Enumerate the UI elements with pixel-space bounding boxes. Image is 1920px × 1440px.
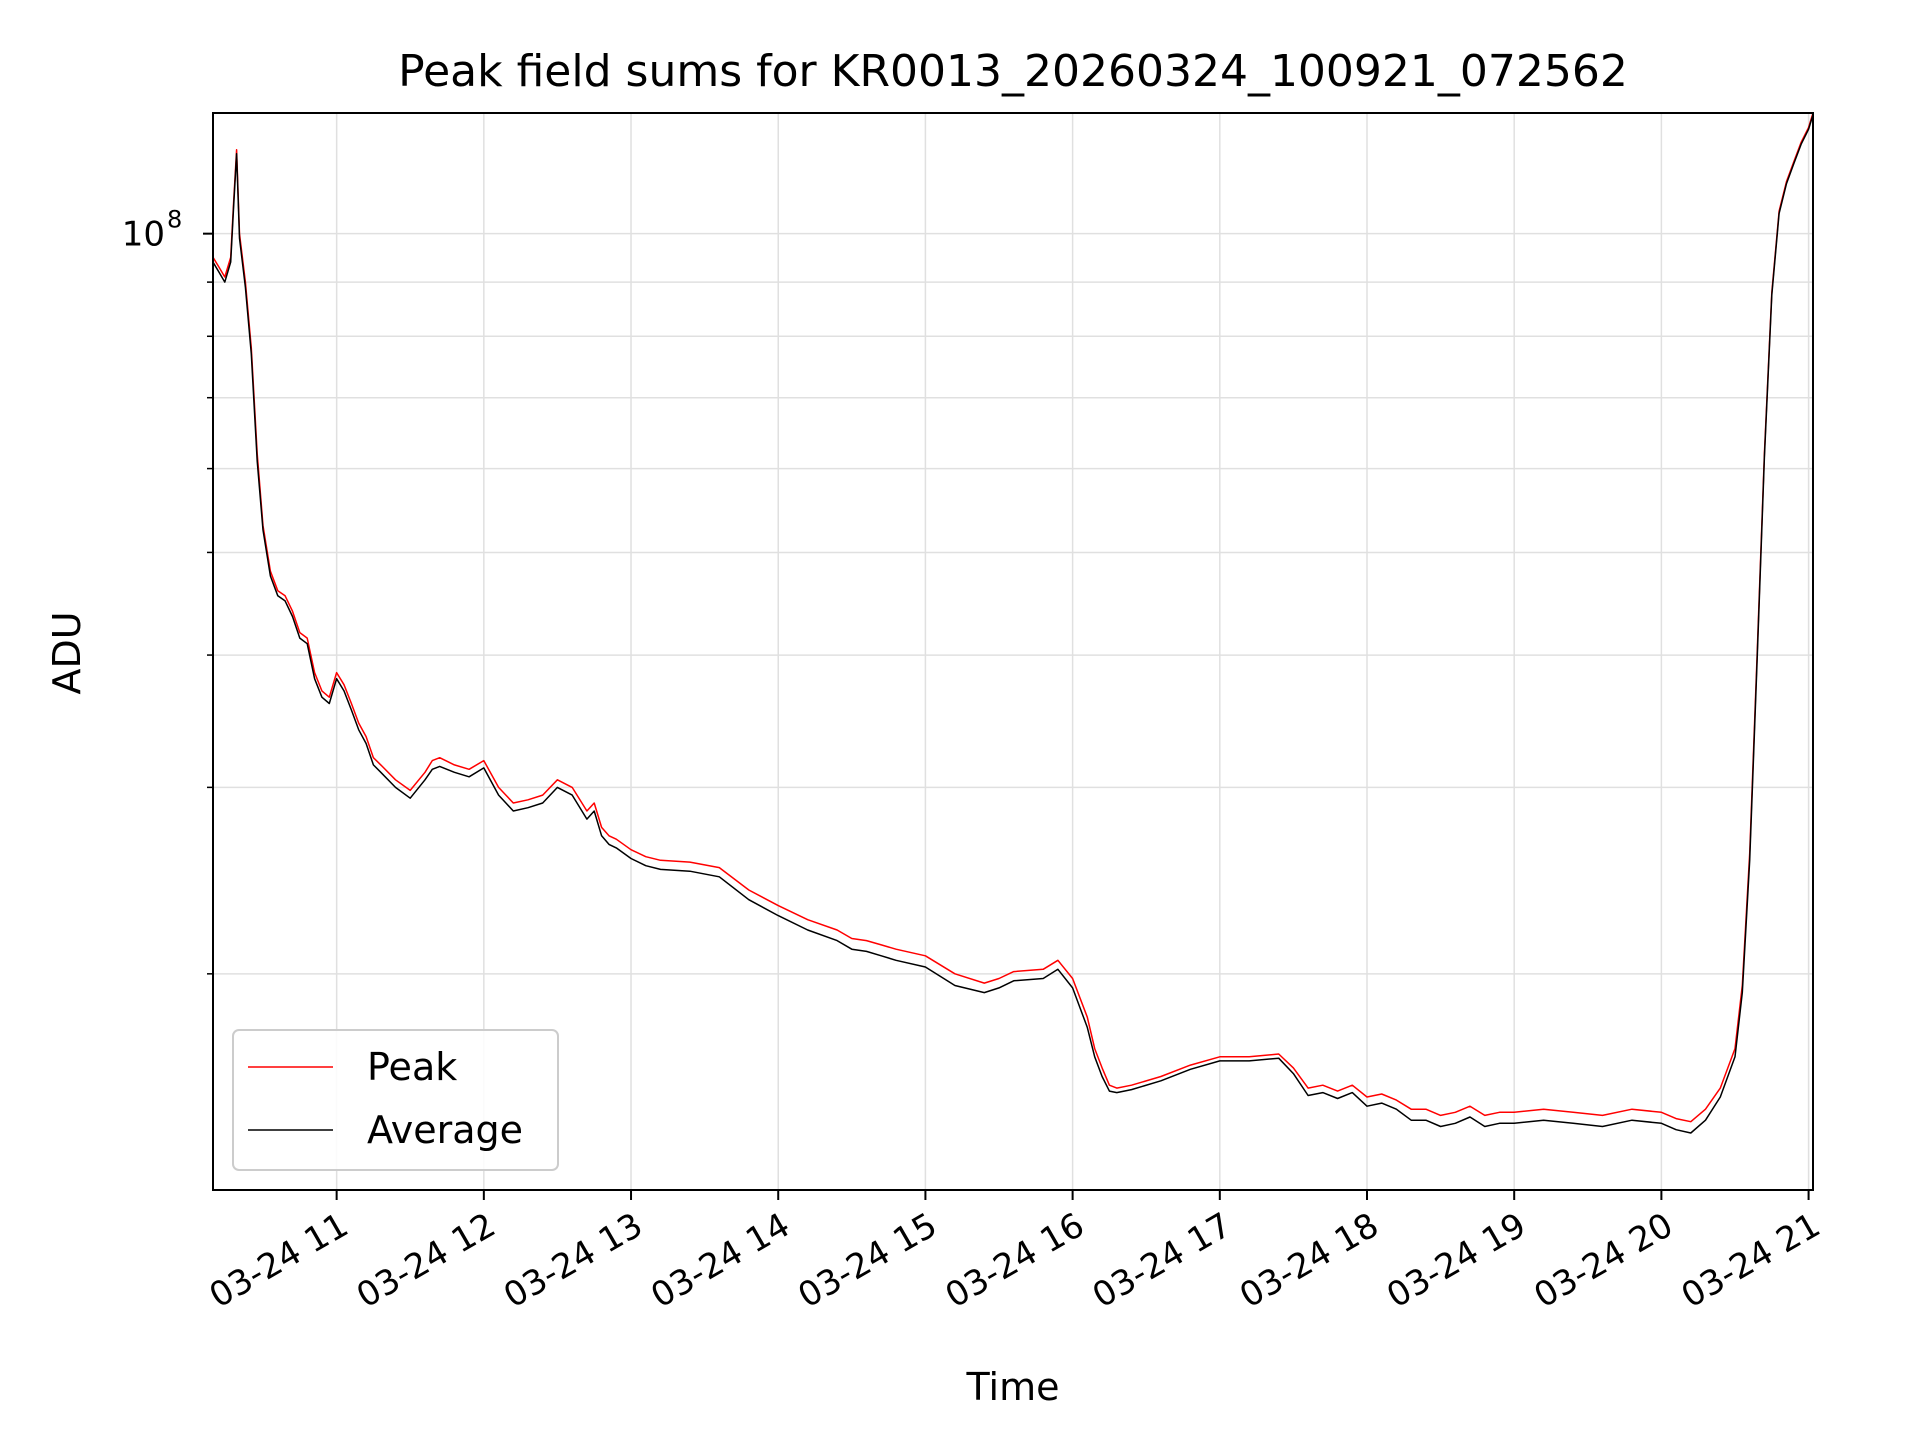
y-axis: 10 8	[122, 206, 213, 975]
y-tick-label-exponent-0: 8	[167, 206, 182, 234]
plot-frame	[212, 112, 1814, 1191]
grid	[213, 113, 1813, 1190]
series-layer	[213, 113, 1813, 1134]
x-axis-label: Time	[966, 1365, 1060, 1409]
legend-label-peak: Peak	[367, 1045, 457, 1089]
series-line-peak	[213, 113, 1813, 1123]
legend: Peak Average	[232, 1029, 559, 1171]
y-axis-label: ADU	[45, 611, 89, 694]
legend-box	[232, 1029, 559, 1171]
y-tick-label-0: 10	[122, 215, 165, 255]
series-line-average	[213, 114, 1813, 1134]
chart-title: Peak field sums for KR0013_20260324_1009…	[398, 46, 1628, 97]
legend-label-average: Average	[367, 1108, 523, 1152]
